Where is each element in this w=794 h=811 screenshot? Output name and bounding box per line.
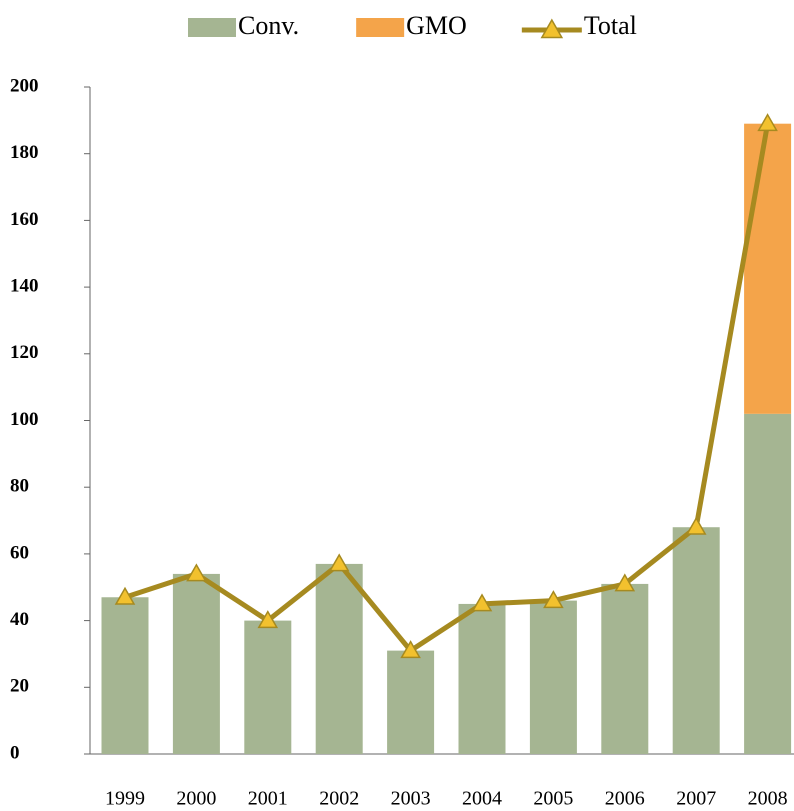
bar	[744, 123, 792, 414]
legend-item: Total	[521, 11, 637, 40]
x-tick-label: 2004	[462, 788, 502, 810]
y-tick-label: 80	[10, 476, 29, 497]
y-tick-label: 160	[10, 209, 39, 230]
bar	[244, 620, 292, 754]
bar	[387, 650, 435, 754]
y-tick-label: 140	[10, 275, 39, 296]
bar	[529, 600, 577, 754]
bar	[601, 583, 649, 754]
marker	[186, 563, 207, 582]
y-tick-label: 60	[10, 542, 29, 563]
y-tick-label: 20	[10, 676, 29, 697]
legend-item: GMO	[356, 11, 467, 40]
y-tick-label: 0	[10, 742, 20, 763]
marker	[543, 590, 564, 609]
marker	[400, 640, 421, 659]
legend-label: GMO	[406, 11, 467, 40]
x-tick-label: 2005	[533, 788, 573, 810]
marker	[614, 573, 636, 592]
y-tick-label: 40	[10, 609, 29, 630]
x-tick-label: 2006	[605, 788, 645, 810]
legend-label: Total	[584, 11, 637, 40]
x-tick-label: 2007	[676, 788, 716, 810]
marker	[757, 113, 778, 132]
marker	[328, 553, 350, 572]
bar	[458, 603, 506, 754]
bar	[672, 527, 720, 754]
bar	[315, 563, 363, 754]
bar	[172, 573, 220, 754]
legend-marker	[540, 18, 564, 39]
marker	[471, 593, 493, 612]
y-tick-label: 200	[10, 75, 39, 96]
line	[124, 123, 771, 654]
x-tick-label: 2002	[319, 788, 359, 810]
marker	[685, 516, 707, 535]
legend-swatch	[356, 18, 405, 37]
x-tick-label: 2003	[391, 788, 431, 810]
legend-swatch	[188, 18, 236, 37]
x-tick-label: 1999	[105, 788, 145, 810]
bar	[744, 413, 792, 754]
legend-label: Conv.	[238, 11, 299, 40]
y-tick-label: 100	[10, 409, 39, 430]
y-tick-label: 180	[10, 142, 39, 163]
x-tick-label: 2008	[748, 788, 788, 810]
legend-item: Conv.	[188, 11, 299, 40]
x-tick-label: 2000	[176, 788, 216, 810]
x-tick-label: 2001	[248, 788, 288, 810]
bar	[101, 597, 149, 754]
marker	[257, 610, 279, 629]
marker	[114, 586, 136, 605]
y-tick-label: 120	[10, 342, 39, 363]
